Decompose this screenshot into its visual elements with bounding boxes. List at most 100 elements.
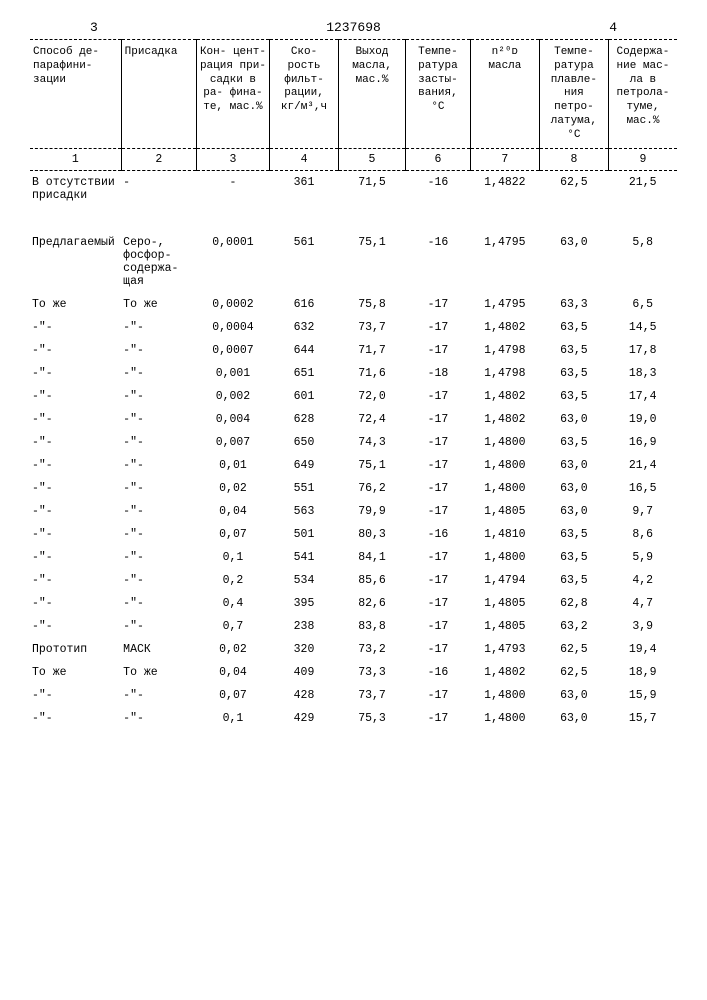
cell-6: -17	[405, 684, 470, 707]
cell-7: 1,4800	[470, 684, 539, 707]
cell-1: -"-	[30, 592, 121, 615]
header-col-8: Темпе- ратура плавле- ния петро- латума,…	[539, 40, 608, 149]
cell-1: То же	[30, 293, 121, 316]
cell-5: 72,0	[339, 385, 406, 408]
page: 1237698 3 4 Способ де- парафини- зации П…	[0, 0, 707, 730]
cell-8: 63,5	[539, 385, 608, 408]
cell-2: То же	[121, 293, 196, 316]
cell-9: 16,9	[608, 431, 677, 454]
cell-9: 15,9	[608, 684, 677, 707]
cell-3: 0,02	[196, 638, 269, 661]
cell-3: 0,007	[196, 431, 269, 454]
cell-5: 73,7	[339, 684, 406, 707]
cell-7: 1,4798	[470, 339, 539, 362]
cell-3: 0,0001	[196, 231, 269, 293]
cell-2: -"-	[121, 362, 196, 385]
header-col-1: Способ де- парафини- зации	[30, 40, 121, 149]
cell-8: 63,0	[539, 477, 608, 500]
cell-9: 8,6	[608, 523, 677, 546]
cell-4: 561	[270, 231, 339, 293]
table-row: То жеТо же0,000261675,8-171,479563,36,5	[30, 293, 677, 316]
cell-5: 72,4	[339, 408, 406, 431]
header-col-4: Ско- рость фильт- рации, кг/м³,ч	[270, 40, 339, 149]
table-row: -"--"-0,723883,8-171,480563,23,9	[30, 615, 677, 638]
cell-6: -17	[405, 339, 470, 362]
header-col-5: Выход масла, мас.%	[339, 40, 406, 149]
cell-4: 409	[270, 661, 339, 684]
table-row: -"--"-0,0255176,2-171,480063,016,5	[30, 477, 677, 500]
cell-8: 62,5	[539, 661, 608, 684]
cell-4: 616	[270, 293, 339, 316]
cell-2: -"-	[121, 707, 196, 730]
table-row: -"--"-0,142975,3-171,480063,015,7	[30, 707, 677, 730]
table-body: В отсутствии присадки--36171,5-161,48226…	[30, 171, 677, 730]
cell-9: 21,4	[608, 454, 677, 477]
cell-4: 563	[270, 500, 339, 523]
cell-9: 5,8	[608, 231, 677, 293]
cell-1: Прототип	[30, 638, 121, 661]
cell-9: 21,5	[608, 171, 677, 231]
table-row: -"--"-0,0164975,1-171,480063,021,4	[30, 454, 677, 477]
cell-3: 0,07	[196, 684, 269, 707]
cell-6: -17	[405, 500, 470, 523]
cell-6: -17	[405, 454, 470, 477]
cell-8: 62,8	[539, 592, 608, 615]
cell-3: 0,04	[196, 500, 269, 523]
cell-1: -"-	[30, 546, 121, 569]
cell-8: 63,5	[539, 523, 608, 546]
cell-3: 0,2	[196, 569, 269, 592]
cell-9: 18,3	[608, 362, 677, 385]
cell-2: -"-	[121, 385, 196, 408]
cell-2: -"-	[121, 546, 196, 569]
cell-6: -16	[405, 523, 470, 546]
cell-4: 238	[270, 615, 339, 638]
cell-9: 19,4	[608, 638, 677, 661]
header-row: Способ де- парафини- зации Присадка Кон-…	[30, 40, 677, 149]
cell-7: 1,4802	[470, 316, 539, 339]
cell-1: -"-	[30, 316, 121, 339]
cell-3: 0,4	[196, 592, 269, 615]
cell-4: 429	[270, 707, 339, 730]
cell-7: 1,4805	[470, 592, 539, 615]
cell-8: 63,0	[539, 500, 608, 523]
cell-4: 551	[270, 477, 339, 500]
cell-9: 17,4	[608, 385, 677, 408]
cell-3: 0,04	[196, 661, 269, 684]
cell-4: 628	[270, 408, 339, 431]
cell-5: 80,3	[339, 523, 406, 546]
cell-7: 1,4805	[470, 615, 539, 638]
cell-1: -"-	[30, 362, 121, 385]
cell-6: -17	[405, 707, 470, 730]
cell-4: 601	[270, 385, 339, 408]
table-row: -"--"-0,00765074,3-171,480063,516,9	[30, 431, 677, 454]
cell-1: -"-	[30, 569, 121, 592]
table-row: -"--"-0,000463273,7-171,480263,514,5	[30, 316, 677, 339]
cell-6: -17	[405, 293, 470, 316]
cell-7: 1,4795	[470, 231, 539, 293]
cell-6: -18	[405, 362, 470, 385]
cell-5: 75,8	[339, 293, 406, 316]
cell-8: 63,5	[539, 546, 608, 569]
cell-7: 1,4800	[470, 707, 539, 730]
cell-9: 4,7	[608, 592, 677, 615]
page-left-num: 3	[90, 20, 98, 35]
cell-7: 1,4802	[470, 385, 539, 408]
cell-5: 83,8	[339, 615, 406, 638]
cell-2: -"-	[121, 684, 196, 707]
cell-8: 63,0	[539, 454, 608, 477]
cell-7: 1,4822	[470, 171, 539, 231]
cell-8: 63,0	[539, 684, 608, 707]
cell-1: -"-	[30, 339, 121, 362]
cell-9: 17,8	[608, 339, 677, 362]
cell-8: 63,5	[539, 339, 608, 362]
table-row: -"--"-0,00260172,0-171,480263,517,4	[30, 385, 677, 408]
cell-2: -"-	[121, 615, 196, 638]
cell-3: 0,0007	[196, 339, 269, 362]
header-col-9: Содержа- ние мас- ла в петрола- туме, ма…	[608, 40, 677, 149]
cell-2: -"-	[121, 569, 196, 592]
table-row: ПредлагаемыйСеро-, фосфор-содержа-щая0,0…	[30, 231, 677, 293]
table-row: -"--"-0,00462872,4-171,480263,019,0	[30, 408, 677, 431]
cell-3: 0,07	[196, 523, 269, 546]
cell-1: В отсутствии присадки	[30, 171, 121, 231]
cell-8: 62,5	[539, 171, 608, 231]
